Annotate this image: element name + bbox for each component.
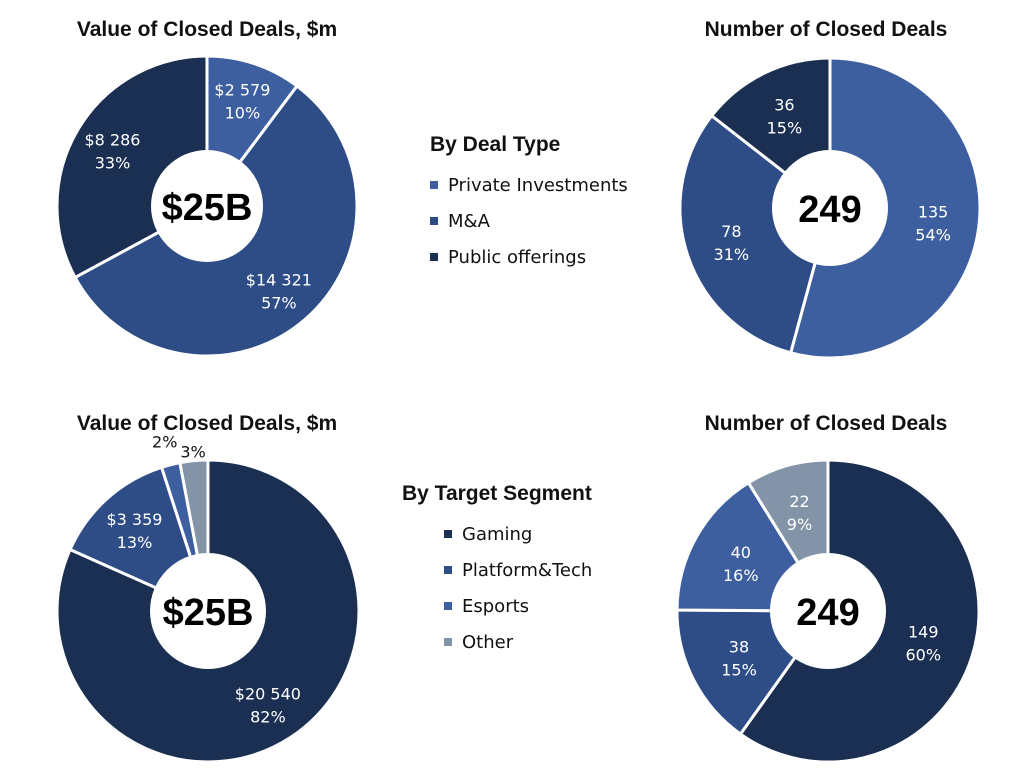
data-label-percent: 82% — [250, 707, 286, 726]
donut-hole — [772, 150, 888, 266]
data-label-percent: 15% — [767, 119, 803, 138]
legend-item-gaming: Gaming — [402, 516, 592, 552]
data-label-percent: 33% — [95, 154, 131, 173]
data-label-percent: 60% — [905, 645, 941, 664]
legend-item-platform-tech: Platform&Tech — [402, 552, 592, 588]
data-label-value: $2 579 — [214, 81, 270, 100]
data-label-percent: 13% — [117, 533, 153, 552]
donut-chart-2: Number of Closed Deals 135 54% 78 31% 36 15% 24… — [678, 18, 982, 360]
donut-chart-4: Number of Closed Deals 149 60% 38 15% 40 16% 22… — [675, 412, 981, 764]
legend-label: Esports — [462, 595, 530, 617]
legend-label: Gaming — [462, 523, 533, 545]
slice-m-a — [678, 114, 832, 355]
donut-chart-1: Value of Closed Deals, $m $2 579 10% $14 32… — [55, 18, 359, 358]
data-label-value: 78 — [721, 222, 741, 241]
chart-title: Number of Closed Deals — [705, 412, 948, 435]
data-label-percent: 57% — [261, 293, 297, 312]
legend-item-private-investments: Private Investments — [430, 167, 628, 203]
legend-item-m-and-a: M&A — [430, 203, 628, 239]
legend-swatch — [430, 181, 438, 189]
data-label-value: 149 — [908, 622, 939, 641]
legend-label: Platform&Tech — [462, 559, 593, 581]
legend-label: Public offerings — [448, 246, 587, 268]
donut-chart-3: Value of Closed Deals, $m $20 540 82% $3 35… — [55, 412, 361, 764]
legend-title: By Deal Type — [430, 133, 561, 156]
legend-title: By Target Segment — [402, 482, 592, 505]
chart-title: Value of Closed Deals, $m — [77, 412, 337, 435]
data-label-percent: 31% — [714, 245, 750, 264]
data-label-value: $20 540 — [235, 684, 301, 703]
center-total: $25B — [162, 187, 253, 229]
data-label: 2% — [152, 432, 177, 451]
data-label-value: $14 321 — [246, 270, 312, 289]
legend-item-public-offerings: Public offerings — [430, 239, 628, 275]
legend-swatch — [430, 217, 438, 225]
chart-title: Value of Closed Deals, $m — [77, 18, 337, 41]
donut-hole — [150, 553, 266, 669]
slice-gaming — [55, 458, 361, 764]
data-label-value: 36 — [774, 96, 794, 115]
donut-hole — [770, 553, 886, 669]
legend-swatch — [430, 253, 438, 261]
legend-item-esports: Esports — [402, 588, 592, 624]
data-label-percent: 16% — [723, 566, 759, 585]
donut-hole — [151, 150, 263, 262]
data-label-value: 38 — [729, 638, 749, 657]
center-total: 249 — [796, 592, 859, 634]
legend-label: Private Investments — [448, 174, 628, 196]
legend-deal-type: By Deal Type Private Investments M&A Pub… — [430, 133, 628, 275]
legend-swatch — [444, 530, 452, 538]
legend-swatch — [444, 602, 452, 610]
data-label-value: 40 — [731, 543, 751, 562]
chart-title: Number of Closed Deals — [705, 18, 948, 41]
data-label: 3% — [180, 443, 205, 462]
legend-label: Other — [462, 631, 514, 653]
data-label-percent: 10% — [225, 104, 261, 123]
legend-swatch — [444, 638, 452, 646]
data-label-percent: 15% — [721, 661, 757, 680]
data-label-percent: 9% — [787, 515, 812, 534]
legend-label: M&A — [448, 210, 490, 232]
legend-item-other: Other — [402, 624, 592, 660]
data-label-percent: 54% — [915, 226, 951, 245]
data-label-value: $8 286 — [85, 131, 141, 150]
legend-target-segment: By Target Segment Gaming Platform&Tech E… — [402, 482, 592, 660]
data-label-value: $3 359 — [106, 510, 162, 529]
data-label-value: 22 — [789, 492, 809, 511]
data-label-value: 135 — [918, 203, 949, 222]
center-total: $25B — [163, 592, 254, 634]
legend-swatch — [444, 566, 452, 574]
center-total: 249 — [798, 189, 861, 231]
